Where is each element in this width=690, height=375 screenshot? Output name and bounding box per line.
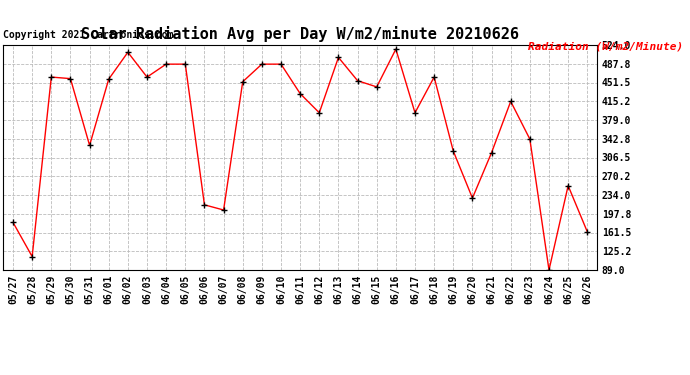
Title: Solar Radiation Avg per Day W/m2/minute 20210626: Solar Radiation Avg per Day W/m2/minute …: [81, 27, 519, 42]
Text: Radiation (W/m2/Minute): Radiation (W/m2/Minute): [528, 41, 683, 51]
Text: Copyright 2021 Cartronics.com: Copyright 2021 Cartronics.com: [3, 30, 174, 40]
